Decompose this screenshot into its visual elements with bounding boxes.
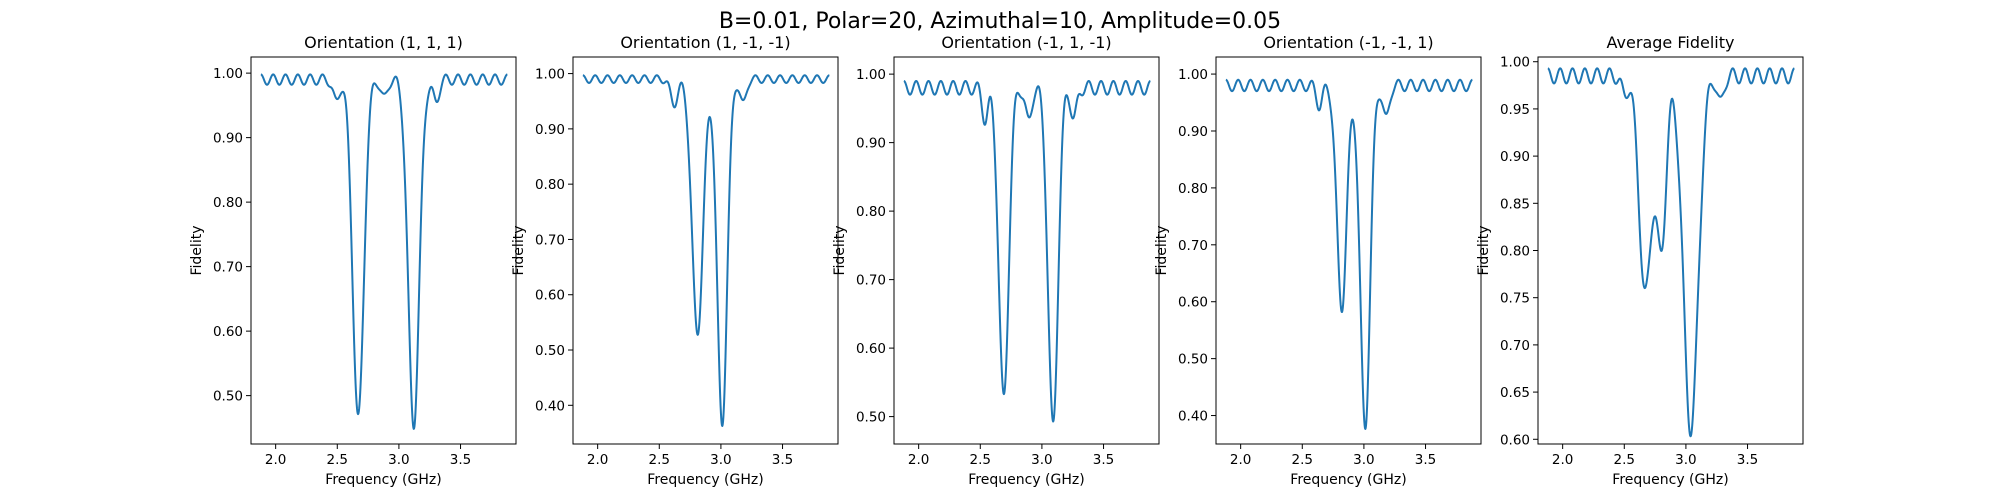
y-tick-label: 0.80: [856, 204, 886, 220]
y-tick-label: 0.50: [1178, 352, 1208, 368]
figure-title: B=0.01, Polar=20, Azimuthal=10, Amplitud…: [719, 9, 1281, 34]
chart-panel-2: Orientation (1, -1, -1) 2.0 2.5 3.0 3.5 0.40 0…: [511, 33, 839, 488]
x-tick-label: 3.5: [772, 452, 793, 468]
y-tick-label: 0.70: [535, 232, 565, 248]
y-tick-label: 0.70: [856, 273, 886, 289]
chart-panel-3: Orientation (-1, 1, -1) 2.0 2.5 3.0 3.5 0.50 0…: [832, 33, 1160, 488]
axes-frame: [250, 56, 517, 445]
x-tick-label: 3.0: [1031, 452, 1052, 468]
x-axis-label: Frequency (GHz): [1612, 472, 1728, 488]
y-tick-label: 0.80: [213, 195, 243, 211]
series-line: [1547, 67, 1796, 438]
chart-panel-4: Orientation (-1, -1, 1) 2.0 2.5 3.0 3.5 0.40 0…: [1154, 33, 1482, 488]
y-tick-label: 0.70: [1500, 338, 1530, 354]
y-tick-label: 0.85: [1500, 196, 1530, 212]
x-tick-label: 3.5: [1737, 452, 1758, 468]
chart-title: Orientation (1, -1, -1): [620, 33, 790, 52]
series-line: [903, 79, 1152, 423]
y-tick-label: 0.50: [213, 389, 243, 405]
y-tick-label: 1.00: [1178, 67, 1208, 83]
y-tick-label: 1.00: [535, 67, 565, 83]
y-tick-label: 1.00: [1500, 55, 1530, 71]
y-tick-label: 0.90: [213, 131, 243, 147]
y-tick-label: 0.90: [856, 136, 886, 152]
x-axis-label: Frequency (GHz): [968, 472, 1084, 488]
y-tick-label: 0.80: [1500, 244, 1530, 260]
axes-frame: [572, 56, 839, 445]
chart-title: Average Fidelity: [1607, 33, 1735, 52]
x-tick-label: 3.5: [1415, 452, 1436, 468]
axes-frame: [1215, 56, 1482, 445]
x-tick-label: 2.5: [1614, 452, 1635, 468]
y-tick-label: 1.00: [856, 67, 886, 83]
y-tick-label: 0.80: [535, 177, 565, 193]
y-tick-label: 0.60: [535, 288, 565, 304]
y-tick-label: 0.90: [1500, 149, 1530, 165]
x-tick-label: 3.5: [1093, 452, 1114, 468]
y-tick-label: 0.60: [213, 324, 243, 340]
y-axis-label: Fidelity: [1154, 226, 1170, 276]
x-tick-label: 2.5: [327, 452, 348, 468]
y-axis-label: Fidelity: [832, 226, 848, 276]
x-tick-label: 2.0: [1230, 452, 1251, 468]
y-tick-label: 0.70: [213, 260, 243, 276]
chart-title: Orientation (-1, -1, 1): [1263, 33, 1433, 52]
x-tick-label: 2.0: [587, 452, 608, 468]
x-tick-label: 2.5: [1292, 452, 1313, 468]
axes-frame: [893, 56, 1160, 445]
x-tick-label: 2.5: [649, 452, 670, 468]
y-tick-label: 0.90: [535, 122, 565, 138]
x-tick-label: 2.0: [265, 452, 286, 468]
y-tick-label: 1.00: [213, 66, 243, 82]
chart-panel-1: Orientation (1, 1, 1) 2.0 2.5 3.0 3.5 0.50 0.6…: [189, 33, 517, 488]
x-tick-label: 2.5: [970, 452, 991, 468]
x-axis-label: Frequency (GHz): [1290, 472, 1406, 488]
y-tick-label: 0.75: [1500, 291, 1530, 307]
x-tick-label: 2.0: [1552, 452, 1573, 468]
y-tick-label: 0.40: [1178, 409, 1208, 425]
y-axis-label: Fidelity: [511, 226, 527, 276]
x-tick-label: 2.0: [908, 452, 929, 468]
series-line: [260, 73, 509, 430]
y-tick-label: 0.80: [1178, 181, 1208, 197]
y-tick-label: 0.60: [1178, 295, 1208, 311]
y-tick-label: 0.90: [1178, 124, 1208, 140]
x-tick-label: 3.0: [710, 452, 731, 468]
chart-title: Orientation (-1, 1, -1): [941, 33, 1111, 52]
y-tick-label: 0.50: [535, 343, 565, 359]
x-axis-label: Frequency (GHz): [647, 472, 763, 488]
chart-title: Orientation (1, 1, 1): [304, 33, 463, 52]
x-tick-label: 3.0: [388, 452, 409, 468]
y-tick-label: 0.40: [535, 398, 565, 414]
y-axis-label: Fidelity: [1476, 226, 1492, 276]
x-tick-label: 3.5: [450, 452, 471, 468]
x-tick-label: 3.0: [1675, 452, 1696, 468]
y-tick-label: 0.50: [856, 410, 886, 426]
y-tick-label: 0.60: [856, 341, 886, 357]
chart-panel-5: Average Fidelity 2.0 2.5 3.0 3.5 0.60 0.65 0.70…: [1476, 33, 1804, 488]
series-line: [1225, 78, 1474, 430]
y-tick-label: 0.65: [1500, 385, 1530, 401]
y-tick-label: 0.70: [1178, 238, 1208, 254]
x-tick-label: 3.0: [1353, 452, 1374, 468]
x-axis-label: Frequency (GHz): [325, 472, 441, 488]
y-tick-label: 0.60: [1500, 432, 1530, 448]
series-line: [582, 74, 831, 427]
y-axis-label: Fidelity: [189, 226, 205, 276]
y-tick-label: 0.95: [1500, 102, 1530, 118]
